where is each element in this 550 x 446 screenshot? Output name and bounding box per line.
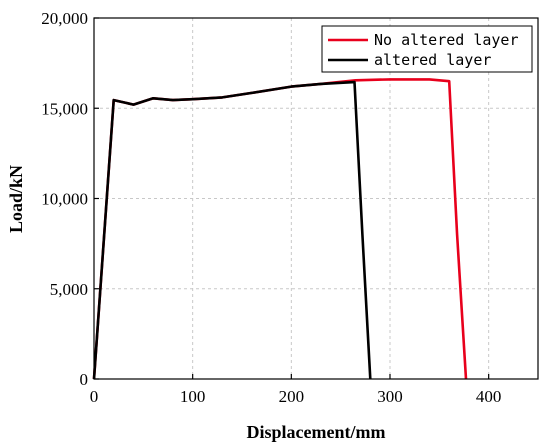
series-line-1 [92,80,372,380]
x-tick-label-4: 400 [476,387,502,406]
y-tick-label-0: 0 [80,370,89,389]
y-tick-label-1: 5,000 [50,280,88,299]
axis-ticks: 0 100 200 300 400 0 5,000 10,000 15,000 20,000 [41,9,501,406]
x-tick-label-2: 200 [279,387,305,406]
legend-box [321,25,533,73]
y-tick-label-2: 10,000 [41,190,88,209]
x-tick-label-1: 100 [180,387,206,406]
y-tick-label-3: 15,000 [41,99,88,118]
y-tick-label-4: 20,000 [41,9,88,28]
x-axis-title: Displacement/mm [247,422,386,442]
y-axis-title: Load/kN [6,165,26,233]
x-tick-label-3: 300 [377,387,403,406]
x-tick-label-0: 0 [90,387,99,406]
legend-label-0: No altered layer [374,31,519,49]
legend: No altered layer altered layer [321,25,533,73]
series-lines [92,78,468,380]
legend-label-1: altered layer [374,51,491,69]
